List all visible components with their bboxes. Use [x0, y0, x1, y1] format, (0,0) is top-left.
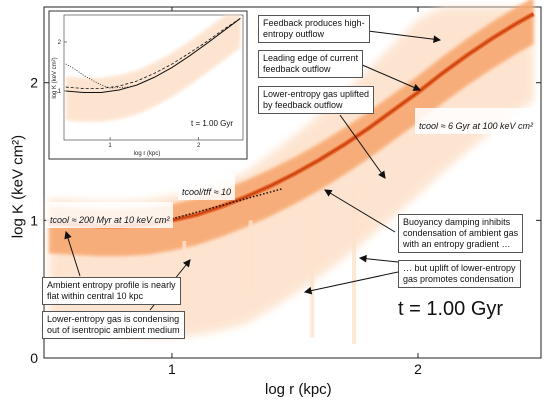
inset-lines — [65, 18, 241, 93]
inset-dotted-line — [65, 63, 128, 89]
inset-x-tick-label: 2 — [197, 143, 201, 149]
y-tick-label: 2 — [30, 75, 38, 91]
inset-y-tick-label: 2 — [58, 40, 62, 46]
inset-y-tick-label: 1 — [58, 89, 62, 95]
tcool-tff-line — [171, 187, 283, 220]
annotation-tcool-200myr-text: tcool ≈ 200 Myr at 10 keV cm² — [50, 215, 170, 225]
annotation-lower-entropy-uplift: Lower-entropy gas uplifted by feedback o… — [258, 86, 375, 114]
arrow-head — [378, 170, 386, 179]
arrow-shaft — [324, 189, 396, 233]
inset-x-label: log r (kpc) — [134, 151, 161, 157]
annotation-tcool-200myr: tcool ≈ 200 Myr at 10 keV cm² — [46, 202, 174, 228]
arrow-head — [433, 35, 442, 43]
heatmap-streak — [352, 185, 357, 345]
heatmap-layer — [48, 0, 534, 345]
heatmap-band — [48, 0, 534, 257]
heatmap-streak — [310, 206, 315, 338]
inset-time-label: t = 1.00 Gyr — [191, 119, 233, 128]
annotation-leading-edge: Leading edge of current feedback outflow — [258, 50, 364, 78]
inset-ticks: 1 2 1 2 — [58, 40, 201, 149]
annotation-tcool-6gyr: tcool ≈ 6 Gyr at 100 keV cm² — [415, 108, 537, 134]
arrow-shaft — [359, 63, 421, 91]
y-axis-title: log K (keV cm²) — [9, 134, 27, 239]
inset-heatmap-envelope — [65, 15, 241, 122]
axis-ticks: 1 2 0 1 2 — [30, 7, 541, 377]
annotation-tcool-tff: tcool/tff ≈ 10 — [178, 174, 235, 200]
arrow-shaft — [65, 231, 81, 277]
inset-plot-area — [63, 14, 244, 141]
annotation-buoyancy: Buoyancy damping inhibits condensation o… — [398, 214, 524, 253]
arrow-shaft — [339, 114, 386, 179]
y-tick-label: 1 — [30, 212, 38, 228]
y-tick-label: 0 — [30, 350, 38, 366]
arrow-head — [324, 189, 333, 197]
annotation-uplift-condensation: … but uplift of lower-entropy gas promot… — [398, 260, 521, 288]
arrow-head — [412, 83, 422, 91]
x-axis-title: log r (kpc) — [265, 381, 332, 398]
arrow-shaft — [359, 29, 441, 41]
x-tick-label: 2 — [414, 361, 422, 377]
time-label: t = 1.00 Gyr — [398, 298, 504, 320]
inset-y-label: log K (keV cm²) — [52, 57, 58, 98]
arrow-head — [358, 254, 367, 263]
arrow-head — [303, 286, 313, 295]
inset-dashed-line — [65, 18, 241, 89]
arrow-shaft — [304, 271, 399, 293]
annotation-feedback-outflow: Feedback produces high- entropy outflow — [258, 15, 370, 43]
heatmap-streak — [182, 241, 187, 317]
inset-solid-line — [65, 18, 241, 93]
annotation-tcool-tff-text: tcool/tff ≈ 10 — [182, 187, 231, 197]
inset-x-tick-label: 1 — [108, 143, 112, 149]
arrow-head — [64, 230, 72, 240]
inset-heatmap — [65, 15, 241, 122]
inset-panel: 1 2 1 2 t = 1.00 Gyr log r (kpc) log K (keV… — [48, 10, 248, 160]
x-tick-label: 1 — [168, 361, 176, 377]
heatmap-streak — [248, 220, 253, 290]
annotation-ambient-flat: Ambient entropy profile is nearly flat w… — [42, 277, 181, 305]
annotation-arrows — [64, 29, 442, 311]
annotation-tcool-6gyr-text: tcool ≈ 6 Gyr at 100 keV cm² — [419, 121, 533, 131]
annotation-condensing: Lower-entropy gas is condensing out of i… — [42, 311, 185, 339]
arrow-head — [182, 259, 191, 268]
